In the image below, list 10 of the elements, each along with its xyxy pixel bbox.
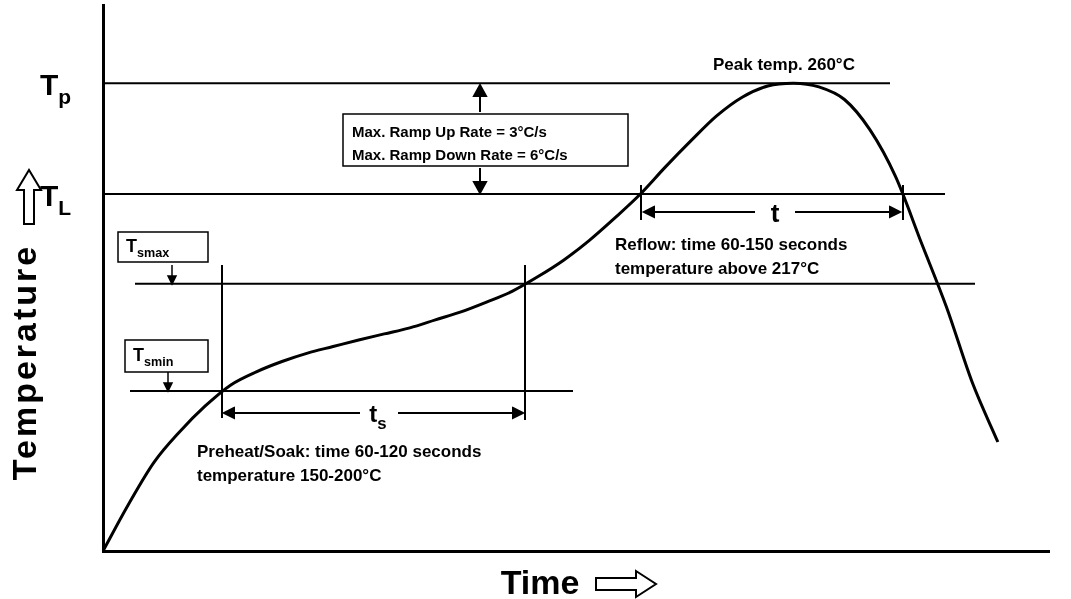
annotation: Reflow: time 60-150 seconds <box>615 235 848 254</box>
text: Peak temp. 260°C <box>713 55 855 74</box>
y-axis-title: Temperature <box>5 243 43 481</box>
annotation: t <box>770 198 780 228</box>
annotation: Max. Ramp Up Rate = 3°C/s <box>352 123 547 140</box>
x-axis-title: Time <box>500 563 580 599</box>
annotation: Preheat/Soak: time 60-120 seconds <box>197 442 482 461</box>
annotation: Max. Ramp Down Rate = 6°C/s <box>352 146 568 163</box>
annotation: temperature above 217°C <box>615 259 820 278</box>
annotation: temperature 150-200°C <box>197 466 382 485</box>
